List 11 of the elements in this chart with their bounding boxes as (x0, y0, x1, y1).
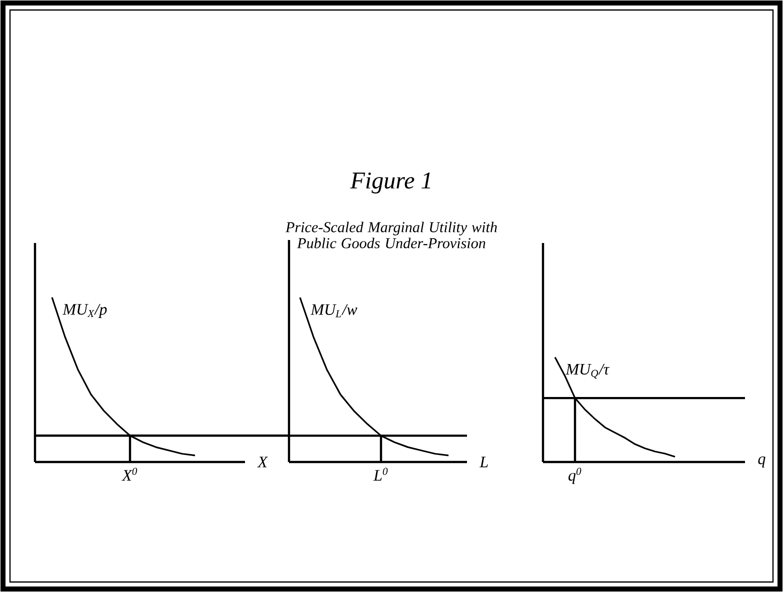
series-label: MU$_{X}$/p (62, 304, 107, 318)
text: q$^{0}$ (568, 468, 582, 484)
x-axis-title: q (758, 456, 766, 468)
text: Figure 1 (350, 172, 430, 194)
text: L$^{0}$ (373, 468, 388, 481)
series-label: MU$_{Q}$/τ (566, 364, 610, 379)
text: X$^{0}$ (122, 468, 138, 481)
series-label: MU$_{L}$/w (310, 304, 358, 318)
x-axis-title: L (480, 456, 488, 468)
x-axis-title: X (257, 456, 268, 468)
text: Price-Scaled Marginal Utility with Public Goods Under-Provision (285, 222, 497, 248)
